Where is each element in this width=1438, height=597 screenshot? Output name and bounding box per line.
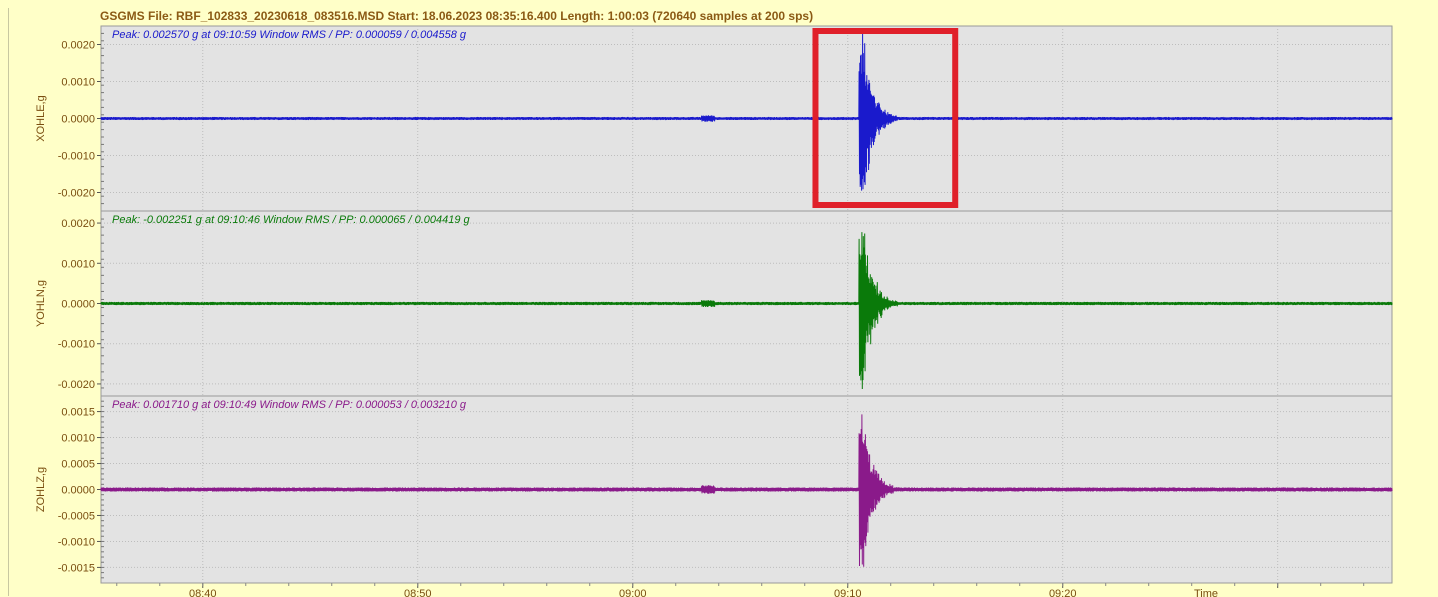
x-tick-label: 09:10 bbox=[834, 588, 862, 597]
file-info-header: GSGMS File: RBF_102833_20230618_083516.M… bbox=[100, 9, 814, 23]
y-tick-label: -0.0005 bbox=[58, 510, 95, 522]
y-tick-label: -0.0020 bbox=[58, 188, 95, 200]
x-tick-label: 09:00 bbox=[619, 588, 647, 597]
y-axis-label: YOHLN,g bbox=[35, 280, 47, 327]
y-tick-label: 0.0010 bbox=[61, 433, 95, 445]
x-tick-label: 09:20 bbox=[1049, 588, 1077, 597]
y-tick-label: -0.0010 bbox=[58, 339, 95, 351]
y-tick-label: 0.0010 bbox=[61, 258, 95, 270]
peak-annotation: Peak: -0.002251 g at 09:10:46 Window RMS… bbox=[112, 214, 471, 226]
highlight-box bbox=[812, 28, 959, 208]
y-tick-label: 0.0000 bbox=[61, 114, 95, 126]
y-tick-label: 0.0000 bbox=[61, 299, 95, 311]
y-tick-label: 0.0005 bbox=[61, 459, 95, 471]
y-tick-label: 0.0015 bbox=[61, 407, 95, 419]
peak-annotation: Peak: 0.001710 g at 09:10:49 Window RMS … bbox=[112, 399, 467, 411]
waveform-zohlz bbox=[100, 414, 1393, 567]
plot-window bbox=[8, 8, 1431, 596]
x-tick-label: 08:40 bbox=[189, 588, 217, 597]
waveform-yohln bbox=[100, 232, 1393, 390]
y-tick-label: 0.0020 bbox=[61, 218, 95, 230]
y-tick-label: -0.0010 bbox=[58, 151, 95, 163]
x-axis-label: Time bbox=[1194, 588, 1218, 597]
y-axis-label: XOHLE,g bbox=[35, 95, 47, 141]
waveform-xohle bbox=[100, 32, 1393, 191]
peak-annotation: Peak: 0.002570 g at 09:10:59 Window RMS … bbox=[112, 29, 467, 41]
y-tick-label: 0.0020 bbox=[61, 40, 95, 52]
x-tick-label: 08:50 bbox=[404, 588, 432, 597]
y-tick-label: -0.0015 bbox=[58, 562, 95, 574]
y-axis-label: ZOHLZ,g bbox=[35, 467, 47, 512]
y-tick-label: 0.0010 bbox=[61, 77, 95, 89]
y-tick-label: -0.0020 bbox=[58, 379, 95, 391]
y-tick-label: 0.0000 bbox=[61, 485, 95, 497]
y-tick-label: -0.0010 bbox=[58, 536, 95, 548]
